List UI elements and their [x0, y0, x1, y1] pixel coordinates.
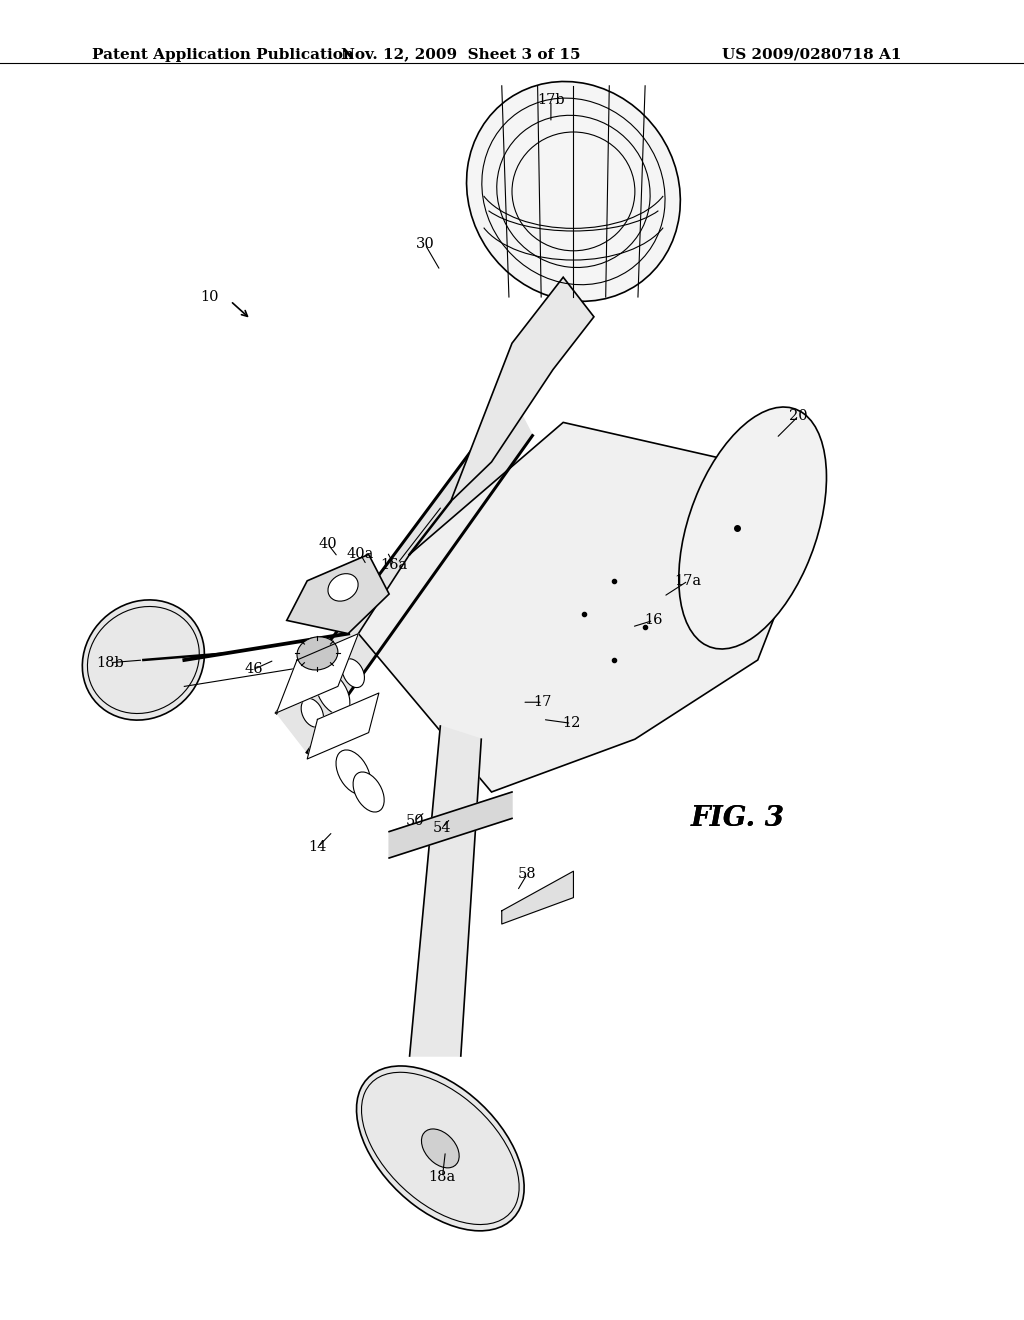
Text: 40: 40: [318, 537, 337, 550]
Polygon shape: [276, 634, 358, 713]
Text: 18a: 18a: [429, 1171, 456, 1184]
Text: US 2009/0280718 A1: US 2009/0280718 A1: [722, 48, 901, 62]
Text: 17b: 17b: [538, 94, 564, 107]
Text: 58: 58: [518, 867, 537, 880]
Polygon shape: [276, 396, 532, 752]
Text: FIG. 3: FIG. 3: [690, 805, 784, 832]
Text: 17a: 17a: [675, 574, 701, 587]
Polygon shape: [451, 277, 594, 502]
Polygon shape: [307, 693, 379, 759]
Polygon shape: [287, 554, 389, 634]
Text: 10: 10: [201, 290, 219, 304]
Polygon shape: [389, 792, 512, 858]
Text: 16: 16: [644, 614, 663, 627]
Text: FIG. 3: FIG. 3: [690, 805, 784, 832]
Text: 50: 50: [406, 814, 424, 828]
Text: 40a: 40a: [347, 548, 374, 561]
Ellipse shape: [82, 599, 205, 721]
Ellipse shape: [679, 407, 826, 649]
Text: 17: 17: [534, 696, 552, 709]
Polygon shape: [502, 871, 573, 924]
Ellipse shape: [297, 636, 338, 671]
Text: Nov. 12, 2009  Sheet 3 of 15: Nov. 12, 2009 Sheet 3 of 15: [341, 48, 581, 62]
Ellipse shape: [342, 659, 365, 688]
Polygon shape: [358, 422, 799, 792]
Ellipse shape: [422, 1129, 459, 1168]
Text: 30: 30: [416, 238, 434, 251]
Text: 20: 20: [790, 409, 808, 422]
Polygon shape: [410, 726, 481, 1056]
Text: 14: 14: [308, 841, 327, 854]
Text: 16a: 16a: [381, 558, 408, 572]
Text: 46: 46: [245, 663, 263, 676]
Ellipse shape: [301, 698, 324, 727]
Text: 12: 12: [562, 717, 581, 730]
Text: 18b: 18b: [96, 656, 125, 669]
Ellipse shape: [467, 82, 680, 301]
Text: 54: 54: [433, 821, 452, 834]
Ellipse shape: [353, 772, 384, 812]
Ellipse shape: [336, 750, 371, 795]
Ellipse shape: [315, 671, 350, 715]
Ellipse shape: [328, 574, 358, 601]
Text: Patent Application Publication: Patent Application Publication: [92, 48, 354, 62]
Ellipse shape: [356, 1067, 524, 1230]
